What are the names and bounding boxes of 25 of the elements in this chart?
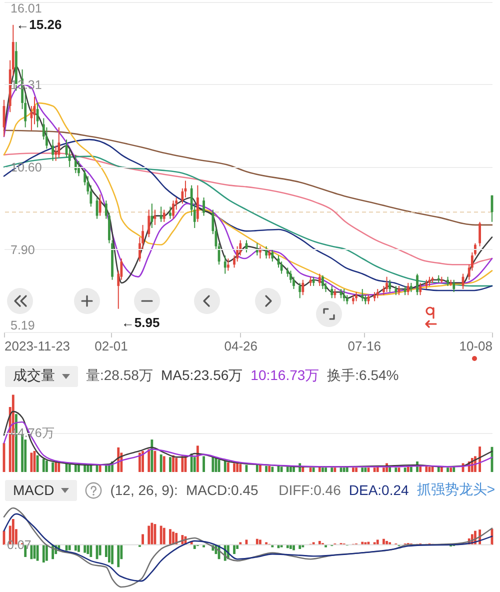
y-tick-label: 10.60 (10, 160, 42, 174)
x-tick-label: 04-26 (224, 338, 258, 354)
y-tick-label: 7.90 (10, 242, 35, 257)
text: DEA:0.24 (348, 482, 409, 498)
text: MACD:0.45 (186, 482, 258, 498)
x-tick-label: 2023-11-23 (4, 338, 70, 354)
y-tick-label: 16.01 (10, 2, 42, 16)
y-tick-label: 44.76万 (10, 426, 55, 440)
x-tick-label: 10-08 (459, 338, 492, 354)
x-tick-label: 02-01 (94, 338, 128, 354)
y-tick-label: 5.19 (10, 318, 35, 332)
text: (12, 26, 9): (110, 482, 178, 498)
text: MA5:23.56万 (160, 367, 243, 385)
chart-title: 成交量 (13, 367, 55, 385)
text: DIFF:0.46 (278, 482, 341, 498)
text: 量:28.58万 (86, 367, 153, 385)
text: 抓强势龙头> (416, 481, 495, 499)
x-tick-label: 07-16 (348, 338, 382, 354)
dropdown-button: 成交量 (5, 366, 78, 386)
chart-title: MACD (13, 482, 54, 498)
text: 换手:6.54% (327, 367, 399, 385)
annotation: ←15.26 (16, 16, 62, 32)
annotation: ←5.95 (121, 314, 160, 330)
text: 10:16.73万 (250, 367, 320, 385)
dropdown-button: MACD (5, 480, 78, 500)
